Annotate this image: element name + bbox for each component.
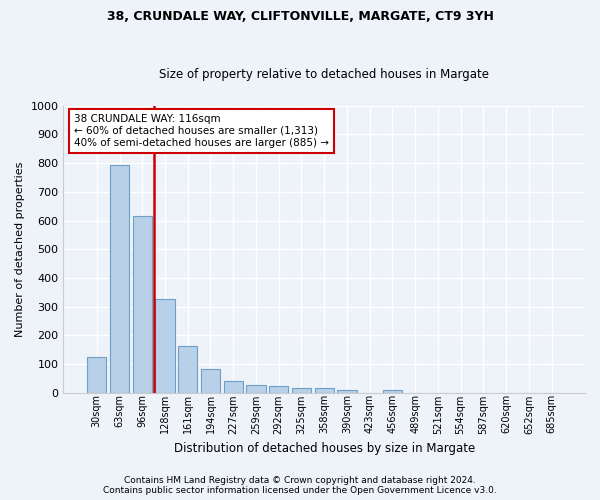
Text: 38, CRUNDALE WAY, CLIFTONVILLE, MARGATE, CT9 3YH: 38, CRUNDALE WAY, CLIFTONVILLE, MARGATE,…	[107, 10, 493, 23]
Bar	[247, 385, 266, 393]
Bar	[133, 216, 152, 393]
Bar	[314, 388, 334, 393]
Bar	[178, 346, 197, 393]
Bar	[337, 390, 356, 393]
Text: 38 CRUNDALE WAY: 116sqm
← 60% of detached houses are smaller (1,313)
40% of semi: 38 CRUNDALE WAY: 116sqm ← 60% of detache…	[74, 114, 329, 148]
Title: Size of property relative to detached houses in Margate: Size of property relative to detached ho…	[159, 68, 489, 81]
Bar	[110, 164, 129, 393]
Bar	[292, 388, 311, 393]
Bar	[269, 386, 289, 393]
Y-axis label: Number of detached properties: Number of detached properties	[15, 162, 25, 337]
X-axis label: Distribution of detached houses by size in Margate: Distribution of detached houses by size …	[173, 442, 475, 455]
Bar	[224, 382, 243, 393]
Text: Contains HM Land Registry data © Crown copyright and database right 2024.
Contai: Contains HM Land Registry data © Crown c…	[103, 476, 497, 495]
Bar	[201, 369, 220, 393]
Bar	[87, 357, 106, 393]
Bar	[155, 298, 175, 393]
Bar	[383, 390, 402, 393]
